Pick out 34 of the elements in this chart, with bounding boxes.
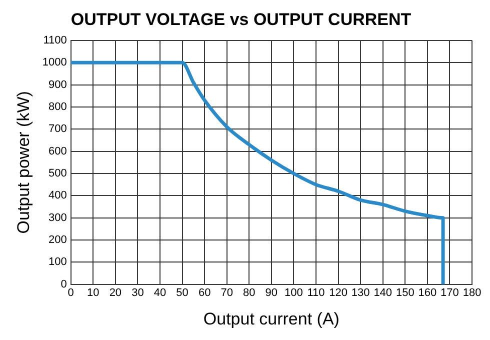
y-tick-label: 1100 [43,34,67,46]
x-tick-label: 150 [396,287,414,300]
y-tick-label: 900 [48,78,67,91]
x-tick-label: 120 [329,287,348,300]
x-tick-label: 20 [109,287,122,300]
x-tick-label: 130 [351,287,370,300]
x-tick-label: 80 [243,287,256,300]
y-tick-label: 700 [48,123,67,136]
x-tick-label: 90 [265,287,278,300]
x-tick-label: 50 [176,287,188,300]
x-tick-label: 70 [220,287,233,300]
y-tick-label: 0 [60,278,67,290]
x-tick-label: 160 [418,287,437,300]
y-tick-label: 400 [48,190,67,202]
x-tick-label: 100 [284,287,303,300]
x-tick-label: 30 [132,287,144,300]
x-tick-label: 180 [462,287,482,300]
x-tick-label: 60 [198,287,211,300]
x-tick-label: 170 [440,287,459,300]
y-tick-label: 1000 [42,56,67,69]
line-series [70,60,445,284]
y-axis-title: Output power (kW) [14,91,33,234]
x-tick-label: 10 [87,287,100,300]
x-tick-label: 140 [374,287,392,300]
x-tick-label: 40 [154,287,166,300]
chart-title: OUTPUT VOLTAGE vs OUTPUT CURRENT [70,10,412,29]
y-tick-label: 500 [48,168,67,180]
y-tick-label: 600 [48,145,67,158]
y-tick-label: 300 [48,212,67,224]
x-axis-title: Output current (A) [203,309,340,328]
y-tick-label: 800 [48,100,67,113]
x-tick-label: 110 [307,287,325,300]
y-tick-label: 200 [48,234,67,246]
y-tick-label: 100 [48,256,67,268]
